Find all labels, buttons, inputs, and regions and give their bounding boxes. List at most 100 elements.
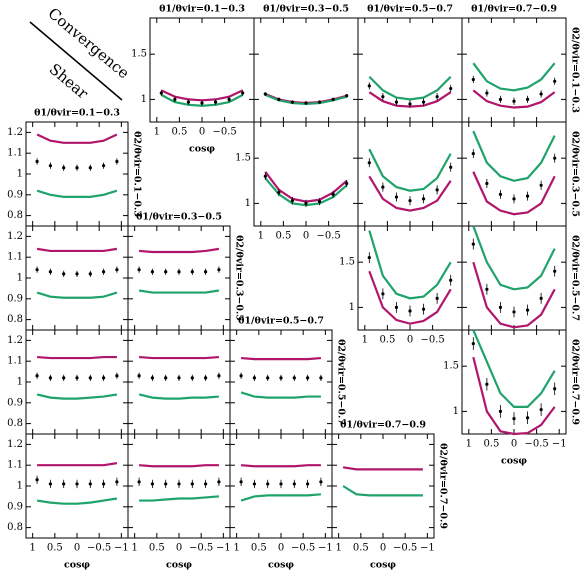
- data-point: [525, 416, 530, 420]
- x-tick-label: 0.5: [275, 231, 291, 242]
- x-tick-label: 1: [233, 543, 239, 554]
- data-point: [421, 307, 426, 311]
- data-point: [217, 268, 221, 272]
- panel-title: θ1/θvir=0.5−0.7: [238, 316, 324, 327]
- data-point: [317, 199, 322, 204]
- data-line: [342, 485, 423, 497]
- x-axis-label: cosφ: [64, 560, 90, 571]
- x-axis-label: cosφ: [370, 560, 396, 571]
- x-tick-label: 1: [131, 543, 137, 554]
- data-point: [331, 192, 335, 196]
- data-point: [88, 272, 92, 276]
- data-point: [102, 164, 106, 168]
- data-point: [525, 97, 530, 101]
- y-tick-label: 0.9: [7, 501, 23, 512]
- x-tick-label: 0.5: [379, 335, 395, 346]
- data-line: [368, 270, 452, 325]
- x-tick-label: 0.5: [483, 439, 499, 450]
- data-point: [525, 194, 530, 198]
- x-tick-label: 0: [511, 439, 517, 450]
- data-point: [102, 482, 106, 486]
- data-point: [435, 95, 439, 99]
- x-tick-label: 0: [303, 231, 309, 242]
- data-point: [381, 292, 385, 296]
- x-tick-label: 0: [380, 543, 386, 554]
- data-point: [319, 480, 323, 484]
- y-tick-label: 0.9: [7, 293, 23, 304]
- data-point: [48, 376, 52, 380]
- data-point: [252, 376, 256, 380]
- x-tick-label: 0: [407, 335, 413, 346]
- data-point: [512, 310, 516, 314]
- panel-frame: [253, 17, 359, 123]
- data-point: [279, 376, 283, 380]
- y-tick-label: 1.5: [235, 153, 251, 164]
- corner-divider: [29, 21, 123, 101]
- data-point: [48, 164, 52, 168]
- data-point: [115, 159, 119, 164]
- data-point: [137, 374, 141, 378]
- data-point: [277, 97, 281, 101]
- data-line: [138, 393, 219, 400]
- data-point: [137, 268, 141, 272]
- data-point: [525, 308, 530, 312]
- data-point: [186, 100, 191, 104]
- x-axis-label: cosφ: [268, 560, 294, 571]
- data-point: [539, 407, 543, 412]
- data-point: [512, 417, 516, 421]
- data-point: [485, 382, 489, 386]
- panel-title: θ1/θvir=0.3−0.5: [263, 4, 349, 15]
- data-point: [394, 195, 399, 199]
- data-line: [139, 247, 220, 254]
- y-tick-label: 1.5: [443, 361, 459, 372]
- data-point: [217, 480, 221, 484]
- data-line: [36, 497, 118, 505]
- x-tick-label: −0.5: [316, 231, 340, 242]
- data-point: [292, 482, 296, 486]
- panel-frame: [25, 329, 129, 435]
- panel-right-label: θ2/θvir=0.7−0.9: [438, 443, 449, 529]
- data-point: [48, 270, 52, 274]
- data-point: [471, 341, 475, 346]
- data-point: [266, 376, 270, 380]
- y-tick-label: 0.8: [7, 210, 23, 221]
- x-tick-label: −0.5: [291, 543, 315, 554]
- x-tick-label: 1: [258, 231, 264, 242]
- x-tick-label: −0.5: [212, 127, 236, 138]
- data-point: [539, 183, 543, 187]
- data-point: [164, 270, 168, 274]
- data-point: [421, 100, 426, 104]
- data-line: [342, 466, 423, 471]
- x-tick-label: 0: [199, 127, 205, 138]
- data-point: [290, 199, 295, 203]
- panel-frame: [229, 329, 333, 435]
- panel-frame: [331, 433, 435, 539]
- data-line: [368, 230, 452, 300]
- x-tick-label: −0.5: [393, 543, 417, 554]
- data-line: [472, 329, 556, 408]
- data-point: [435, 188, 439, 192]
- panel-right-label: θ2/θvir=0.1−0.3: [570, 27, 581, 113]
- x-tick-label: −1: [420, 543, 435, 554]
- data-point: [345, 94, 349, 98]
- x-tick-label: 0.5: [149, 543, 165, 554]
- data-line: [241, 356, 321, 361]
- panel-right-label: θ2/θvir=0.5−0.7: [570, 235, 581, 321]
- y-tick-label: 1.1: [7, 252, 23, 263]
- y-tick-label: 0.8: [7, 522, 23, 533]
- data-line: [138, 289, 220, 294]
- y-tick-label: 1.2: [7, 335, 23, 346]
- data-point: [88, 376, 92, 380]
- data-point: [553, 387, 557, 391]
- data-point: [317, 100, 322, 104]
- data-point: [204, 376, 208, 380]
- data-point: [204, 482, 208, 486]
- x-tick-label: −1: [216, 543, 231, 554]
- data-line: [472, 130, 556, 182]
- data-point: [75, 482, 79, 486]
- data-point: [498, 192, 503, 196]
- data-point: [394, 100, 399, 104]
- x-axis-label: cosφ: [501, 456, 527, 467]
- data-point: [498, 305, 503, 309]
